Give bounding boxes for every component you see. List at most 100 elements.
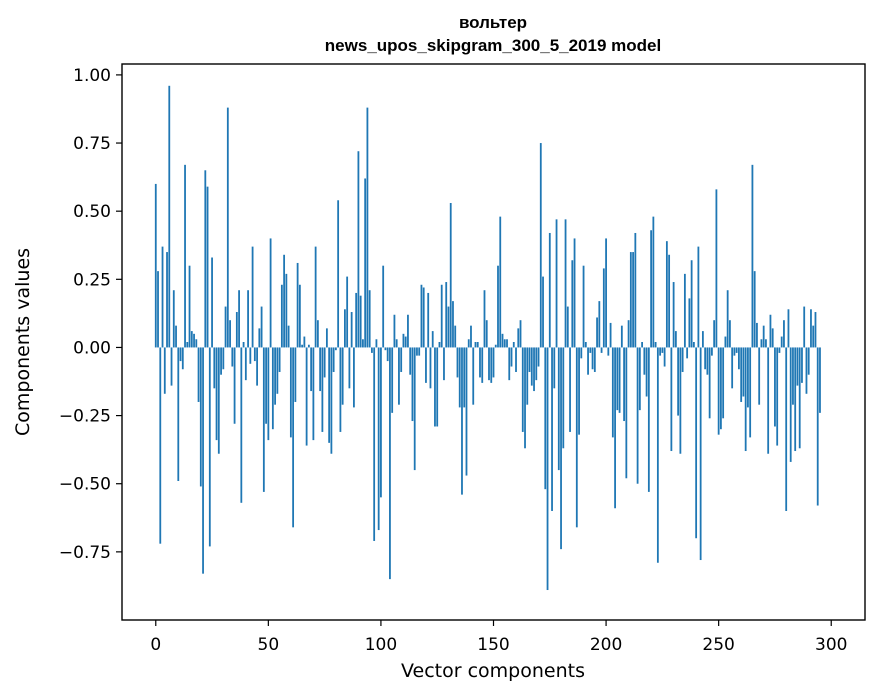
bar-component-251 bbox=[720, 347, 722, 430]
y-tick-label: −0.50 bbox=[59, 475, 111, 495]
bar-component-88 bbox=[353, 347, 355, 408]
bar-component-275 bbox=[774, 347, 776, 427]
bar-component-108 bbox=[398, 347, 400, 405]
bar-component-27 bbox=[215, 347, 218, 441]
x-tick-label: 50 bbox=[258, 635, 280, 655]
bar-component-196 bbox=[596, 317, 598, 348]
bar-component-138 bbox=[465, 347, 468, 476]
bar-component-95 bbox=[368, 290, 371, 348]
bar-component-80 bbox=[334, 347, 337, 351]
bar-component-140 bbox=[470, 325, 472, 348]
bar-component-189 bbox=[580, 347, 583, 359]
bar-component-178 bbox=[555, 219, 558, 348]
bar-component-132 bbox=[452, 301, 454, 348]
bar-component-181 bbox=[562, 347, 565, 449]
bar-component-113 bbox=[409, 347, 412, 375]
bar-component-192 bbox=[587, 347, 589, 375]
bar-component-115 bbox=[413, 347, 416, 471]
bar-component-149 bbox=[490, 347, 493, 383]
bar-component-223 bbox=[656, 347, 659, 563]
bar-component-42 bbox=[249, 347, 252, 364]
bar-component-70 bbox=[312, 347, 315, 441]
bars bbox=[154, 85, 821, 591]
bar-component-29 bbox=[220, 347, 222, 375]
bar-component-126 bbox=[438, 342, 441, 348]
bar-component-112 bbox=[407, 314, 409, 348]
bar-component-190 bbox=[582, 265, 585, 348]
bar-component-280 bbox=[785, 347, 788, 511]
bar-component-130 bbox=[447, 306, 450, 348]
bar-component-31 bbox=[224, 306, 227, 348]
bar-component-79 bbox=[332, 347, 335, 372]
y-tick-label: 0.00 bbox=[73, 338, 111, 358]
bar-component-73 bbox=[319, 347, 322, 392]
bar-component-136 bbox=[461, 347, 463, 495]
bar-component-20 bbox=[199, 347, 202, 487]
bar-component-205 bbox=[616, 347, 619, 411]
bar-component-279 bbox=[783, 320, 785, 348]
bar-component-227 bbox=[665, 241, 668, 348]
bar-component-294 bbox=[816, 347, 819, 506]
bar-component-76 bbox=[325, 328, 328, 348]
bar-component-150 bbox=[492, 347, 495, 378]
bar-component-24 bbox=[208, 347, 211, 547]
bar-component-260 bbox=[740, 347, 743, 402]
bar-component-234 bbox=[681, 347, 684, 372]
bar-component-187 bbox=[575, 347, 578, 528]
bar-component-167 bbox=[530, 347, 533, 386]
bar-component-28 bbox=[217, 347, 220, 454]
bar-component-99 bbox=[377, 347, 380, 531]
bar-component-72 bbox=[316, 320, 319, 348]
bar-component-255 bbox=[729, 320, 731, 348]
bar-component-61 bbox=[292, 347, 295, 528]
chart-title-line-2: news_upos_skipgram_300_5_2019 model bbox=[325, 36, 661, 55]
bar-component-3 bbox=[161, 246, 164, 348]
bar-component-33 bbox=[229, 320, 231, 348]
bar-component-8 bbox=[172, 290, 175, 348]
bar-component-250 bbox=[717, 347, 720, 435]
bar-component-148 bbox=[488, 347, 490, 381]
bar-component-47 bbox=[260, 306, 263, 348]
bar-component-39 bbox=[242, 342, 245, 348]
bar-component-212 bbox=[632, 252, 634, 348]
bar-component-17 bbox=[193, 333, 195, 348]
bar-component-36 bbox=[235, 312, 238, 348]
bar-component-217 bbox=[643, 347, 646, 375]
bar-component-286 bbox=[798, 347, 801, 449]
bar-component-129 bbox=[445, 282, 448, 348]
bar-component-143 bbox=[476, 342, 479, 348]
bar-component-219 bbox=[647, 347, 650, 492]
bar-component-139 bbox=[467, 339, 470, 348]
bar-component-256 bbox=[731, 347, 734, 389]
bar-component-16 bbox=[190, 331, 193, 348]
bar-component-96 bbox=[371, 347, 373, 353]
bar-component-21 bbox=[202, 347, 204, 574]
bar-component-102 bbox=[384, 347, 387, 351]
bar-component-10 bbox=[177, 347, 180, 481]
bar-component-11 bbox=[179, 347, 182, 362]
plot-area-frame bbox=[121, 63, 866, 621]
bar-component-194 bbox=[591, 347, 594, 370]
bar-component-281 bbox=[787, 309, 790, 348]
bar-component-230 bbox=[672, 282, 675, 348]
bar-component-54 bbox=[276, 347, 279, 394]
bar-component-201 bbox=[607, 347, 610, 356]
bar-component-69 bbox=[310, 347, 313, 392]
bar-component-200 bbox=[605, 238, 607, 348]
bar-component-228 bbox=[668, 254, 671, 348]
bar-component-0 bbox=[154, 183, 157, 348]
bar-component-45 bbox=[256, 347, 258, 386]
bar-component-214 bbox=[636, 347, 639, 484]
y-tick-label: 1.00 bbox=[73, 66, 111, 86]
bar-component-215 bbox=[638, 347, 641, 411]
bar-component-261 bbox=[742, 347, 745, 397]
bar-component-210 bbox=[627, 320, 630, 348]
bar-component-56 bbox=[280, 284, 283, 348]
bar-component-267 bbox=[756, 322, 758, 348]
bar-component-226 bbox=[663, 347, 666, 367]
bar-component-211 bbox=[629, 252, 632, 348]
bar-component-43 bbox=[251, 246, 254, 348]
bar-component-118 bbox=[420, 284, 423, 348]
bar-component-216 bbox=[641, 342, 643, 348]
